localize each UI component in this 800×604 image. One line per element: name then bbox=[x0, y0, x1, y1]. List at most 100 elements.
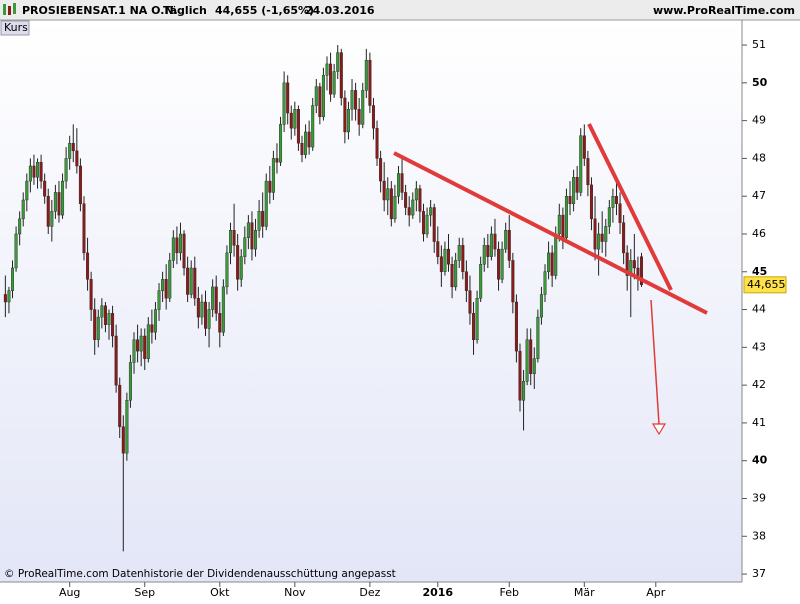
candle-body bbox=[61, 180, 65, 216]
candle-body bbox=[436, 241, 440, 257]
candle-body bbox=[3, 294, 7, 303]
candle-body bbox=[86, 252, 90, 280]
candle-body bbox=[514, 301, 518, 352]
candle-body bbox=[464, 271, 468, 291]
candle-body bbox=[479, 264, 483, 299]
candle-body bbox=[264, 180, 268, 227]
candle-body bbox=[354, 90, 358, 110]
candle-body bbox=[336, 52, 340, 72]
y-tick-label: 43 bbox=[752, 340, 766, 353]
candle-body bbox=[296, 109, 300, 144]
candle-body bbox=[518, 350, 522, 401]
candle-body bbox=[393, 195, 397, 220]
candle-body bbox=[389, 188, 393, 220]
candle-body bbox=[250, 222, 254, 250]
candle-body bbox=[46, 195, 50, 227]
candle-body bbox=[500, 248, 504, 280]
candle-body bbox=[236, 245, 240, 280]
last-price-label: 44,655 bbox=[747, 278, 786, 291]
candle-body bbox=[593, 218, 597, 250]
candle-body bbox=[139, 335, 143, 352]
candle-body bbox=[429, 207, 433, 216]
candle-body bbox=[454, 260, 458, 288]
candle-body bbox=[504, 230, 508, 250]
candle-body bbox=[286, 82, 290, 114]
candle-body bbox=[279, 124, 283, 163]
candle-body bbox=[400, 173, 404, 193]
candle-body bbox=[604, 226, 608, 242]
candle-body bbox=[632, 260, 636, 269]
candle-body bbox=[396, 173, 400, 197]
x-tick-label: Nov bbox=[284, 586, 306, 599]
candle-body bbox=[100, 305, 104, 318]
candle-body bbox=[171, 237, 175, 261]
y-tick-label: 49 bbox=[752, 114, 766, 127]
quote: 44,655 (-1,65%) bbox=[215, 4, 314, 17]
y-tick-label: 38 bbox=[752, 529, 766, 542]
candle-body bbox=[307, 131, 311, 148]
candle-body bbox=[164, 279, 168, 299]
candle-body bbox=[418, 188, 422, 212]
candle-body bbox=[357, 109, 361, 125]
candle-body bbox=[121, 426, 125, 454]
candle-body bbox=[132, 339, 136, 363]
candle-body bbox=[96, 316, 100, 340]
candle-body bbox=[568, 195, 572, 204]
candle-body bbox=[368, 59, 372, 106]
y-tick-label: 44 bbox=[752, 303, 766, 316]
candle-body bbox=[579, 135, 583, 193]
candle-body bbox=[150, 324, 154, 333]
candle-body bbox=[486, 245, 490, 257]
candle-body bbox=[221, 286, 225, 333]
candle-body bbox=[11, 267, 15, 291]
x-tick-label: Sep bbox=[134, 586, 155, 599]
candle-body bbox=[203, 301, 207, 329]
candle-body bbox=[572, 177, 576, 204]
candle-body bbox=[582, 135, 586, 159]
candle-body bbox=[157, 290, 161, 310]
candle-body bbox=[146, 324, 150, 359]
candle-body bbox=[493, 233, 497, 250]
candle-body bbox=[271, 158, 275, 193]
candle-body bbox=[482, 245, 486, 265]
candle-body bbox=[239, 256, 243, 280]
candle-body bbox=[614, 195, 618, 204]
candle-body bbox=[243, 237, 247, 257]
candle-body bbox=[82, 203, 86, 254]
candle-body bbox=[314, 86, 318, 106]
candle-body bbox=[557, 214, 561, 235]
candle-body bbox=[375, 127, 379, 159]
candle-body bbox=[71, 143, 75, 152]
candle-body bbox=[497, 248, 501, 280]
candle-body bbox=[622, 222, 626, 254]
candle-body bbox=[186, 267, 190, 295]
candle-body bbox=[114, 335, 118, 386]
candle-body bbox=[103, 305, 107, 325]
candle-body bbox=[421, 211, 425, 235]
candle-body bbox=[600, 233, 604, 242]
candle-body bbox=[539, 294, 543, 318]
candle-body bbox=[57, 192, 61, 216]
candle-body bbox=[246, 222, 250, 238]
candle-body bbox=[21, 199, 25, 220]
period: Täglich bbox=[163, 4, 207, 17]
y-tick-label: 39 bbox=[752, 491, 766, 504]
candle-body bbox=[229, 230, 233, 254]
candle-body bbox=[329, 63, 333, 95]
candle-body bbox=[128, 362, 132, 401]
candle-body bbox=[211, 286, 215, 310]
y-tick-label: 41 bbox=[752, 416, 766, 429]
x-tick-label: Mär bbox=[574, 586, 595, 599]
candle-body bbox=[168, 260, 172, 299]
candle-body bbox=[325, 63, 329, 76]
candle-body bbox=[53, 192, 57, 212]
candle-body bbox=[89, 279, 93, 310]
candle-body bbox=[382, 180, 386, 201]
candle-body bbox=[447, 248, 451, 265]
candle-body bbox=[511, 260, 515, 303]
candle-body bbox=[268, 180, 272, 193]
candle-body bbox=[407, 207, 411, 216]
candle-body bbox=[14, 233, 18, 269]
